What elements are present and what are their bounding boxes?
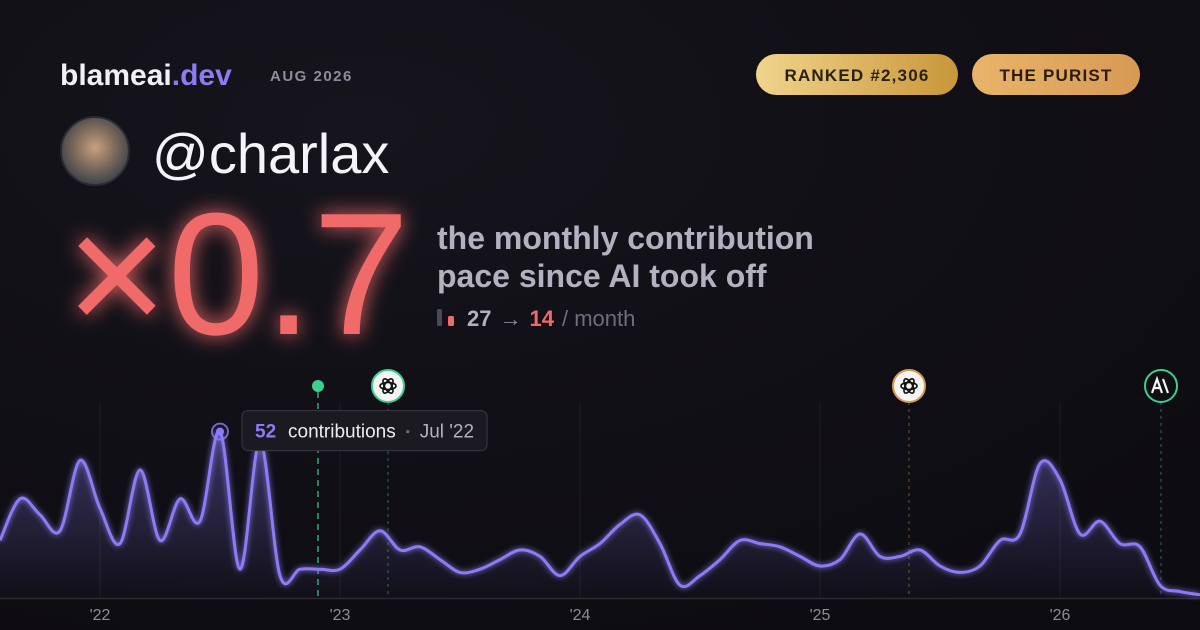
pace-arrow: → bbox=[499, 306, 521, 331]
event-icon bbox=[892, 369, 926, 403]
highlight-point bbox=[216, 427, 224, 436]
pace-icon bbox=[437, 309, 442, 326]
tooltip-label: contributions bbox=[288, 422, 396, 443]
x-tick-label: '26 bbox=[1050, 607, 1071, 624]
brand-name: blameai bbox=[60, 59, 172, 92]
x-tick-label: '24 bbox=[570, 607, 591, 624]
tooltip-value: 52 bbox=[255, 422, 276, 443]
pace-before: 27 bbox=[467, 306, 491, 331]
pace-unit: / month bbox=[562, 306, 635, 331]
multiplier: ×0.7 bbox=[66, 176, 410, 371]
tooltip-separator bbox=[406, 430, 410, 434]
rank-badge bbox=[756, 54, 958, 95]
tooltip-date: Jul '22 bbox=[420, 422, 474, 443]
x-tick-label: '22 bbox=[90, 607, 111, 624]
chart: '22 '23 '24 '25 '26 52 contributions Jul '22 bbox=[0, 369, 1200, 624]
persona-badge bbox=[972, 54, 1140, 95]
event-icon bbox=[1144, 369, 1178, 403]
persona-badge-text: THE PURIST bbox=[999, 66, 1112, 85]
period: AUG 2026 bbox=[270, 68, 353, 85]
avatar bbox=[60, 116, 130, 186]
brand: blameai.dev bbox=[60, 59, 232, 92]
event-dot bbox=[312, 380, 324, 392]
x-tick-label: '25 bbox=[810, 607, 831, 624]
event-icon bbox=[371, 369, 405, 403]
brand-suffix: .dev bbox=[172, 59, 232, 92]
handle: @charlax bbox=[152, 122, 389, 185]
pace-after: 14 bbox=[529, 306, 554, 331]
x-tick-label: '23 bbox=[330, 607, 351, 624]
headline-line: the monthly contribution bbox=[437, 220, 814, 256]
line bbox=[0, 430, 1200, 597]
highlight-point bbox=[211, 422, 229, 441]
area bbox=[0, 431, 1200, 598]
pace: 27 → 14 / month bbox=[467, 306, 635, 331]
headline-line: pace since AI took off bbox=[437, 258, 767, 294]
rank-badge-text: RANKED #2,306 bbox=[784, 66, 929, 85]
tooltip bbox=[241, 410, 488, 452]
pace-icon bbox=[448, 316, 454, 326]
